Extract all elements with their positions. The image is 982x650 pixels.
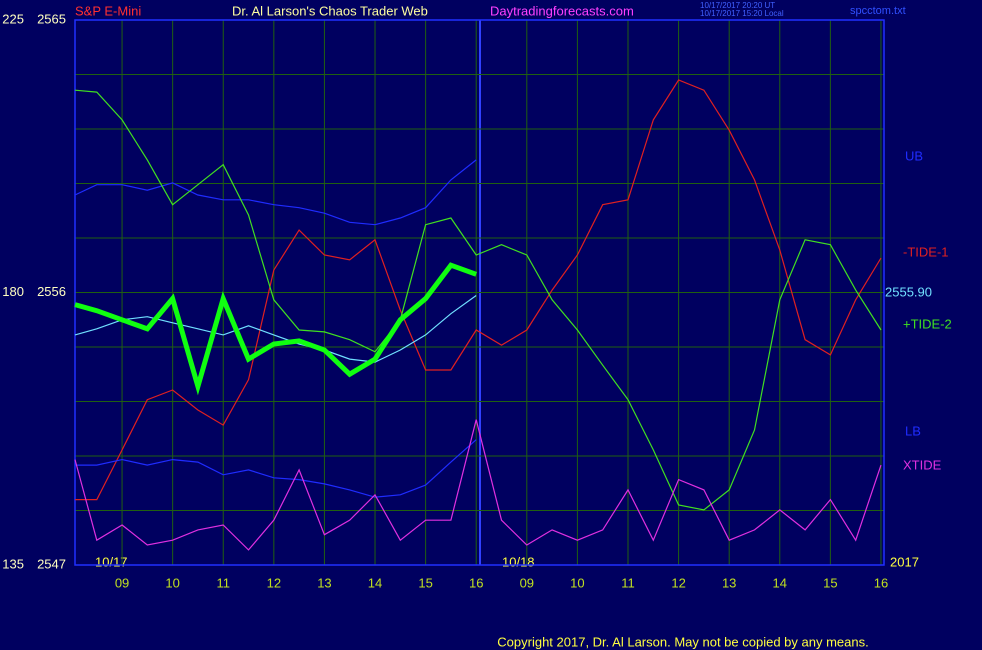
series-label: -TIDE-1 bbox=[903, 244, 949, 259]
series-line bbox=[74, 262, 478, 396]
y-tick-label: 135 bbox=[2, 556, 24, 571]
series-line bbox=[74, 295, 477, 363]
series-label: XTIDE bbox=[903, 457, 942, 472]
copyright: Copyright 2017, Dr. Al Larson. May not b… bbox=[497, 634, 868, 649]
date-label: 2017 bbox=[890, 554, 919, 569]
time-ut: 10/17/2017 20:20 UT bbox=[700, 1, 775, 10]
date-label: 10/18 bbox=[502, 554, 535, 569]
chart-title: Dr. Al Larson's Chaos Trader Web bbox=[232, 3, 428, 18]
x-tick-label: 11 bbox=[216, 575, 230, 590]
symbol: S&P E-Mini bbox=[75, 3, 141, 18]
file-name: spcctom.txt bbox=[850, 5, 906, 17]
series-label: UB bbox=[905, 148, 923, 163]
y-tick-label: 225 bbox=[2, 11, 24, 26]
x-tick-label: 13 bbox=[722, 575, 736, 590]
x-tick-label: 16 bbox=[469, 575, 483, 590]
x-tick-label: 10 bbox=[165, 575, 179, 590]
date-label: 10/17 bbox=[95, 554, 128, 569]
y2-tick-label: 2556 bbox=[37, 284, 66, 299]
series-label: +TIDE-2 bbox=[903, 316, 952, 331]
x-tick-label: 14 bbox=[368, 575, 382, 590]
y2-tick-label: 2565 bbox=[37, 11, 66, 26]
series-label: LB bbox=[905, 423, 921, 438]
x-tick-label: 15 bbox=[823, 575, 837, 590]
last-price-label: 2555.90 bbox=[885, 284, 932, 299]
series-line bbox=[74, 89, 882, 511]
x-tick-label: 09 bbox=[115, 575, 129, 590]
y2-tick-label: 2547 bbox=[37, 556, 66, 571]
x-tick-label: 11 bbox=[621, 575, 635, 590]
series-line bbox=[75, 79, 882, 501]
time-local: 10/17/2017 15:20 Local bbox=[700, 9, 784, 18]
x-tick-label: 16 bbox=[874, 575, 888, 590]
x-tick-label: 12 bbox=[671, 575, 685, 590]
y-tick-label: 180 bbox=[2, 284, 24, 299]
x-tick-label: 10 bbox=[570, 575, 584, 590]
series-line bbox=[74, 419, 882, 551]
x-tick-label: 13 bbox=[317, 575, 331, 590]
site: Daytradingforecasts.com bbox=[490, 3, 634, 18]
x-tick-label: 09 bbox=[520, 575, 534, 590]
x-tick-label: 15 bbox=[418, 575, 432, 590]
x-tick-label: 14 bbox=[773, 575, 787, 590]
x-tick-label: 12 bbox=[267, 575, 281, 590]
series-line bbox=[74, 159, 477, 226]
series-line bbox=[75, 439, 477, 498]
plot-frame bbox=[74, 19, 885, 566]
